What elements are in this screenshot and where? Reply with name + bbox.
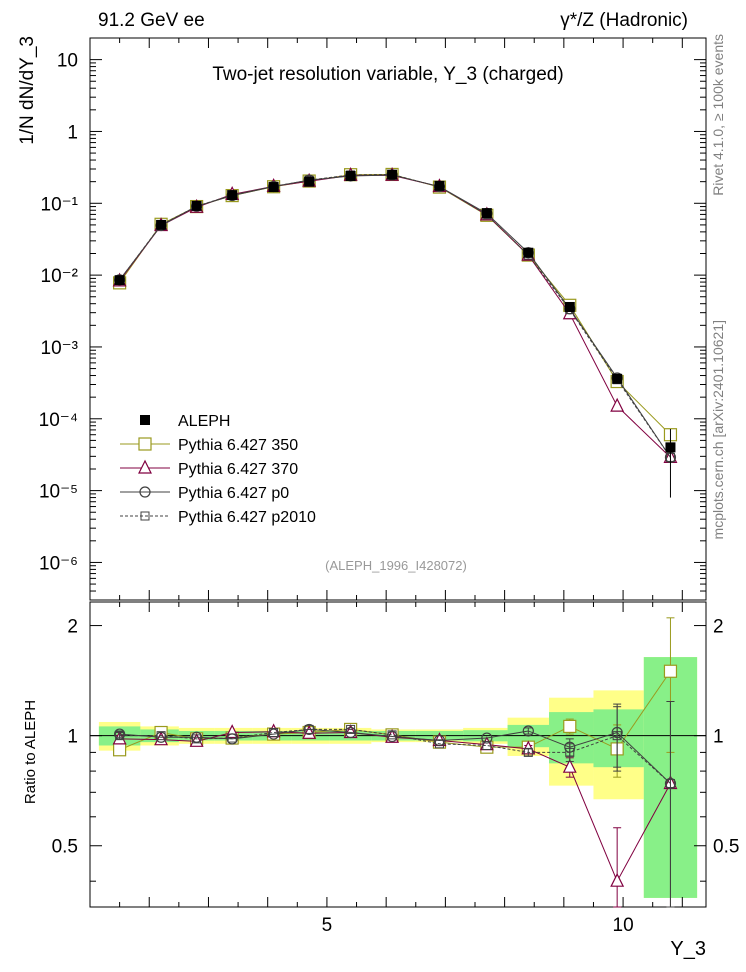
ratio-tick-label: 1	[67, 727, 78, 748]
ratio-point	[523, 747, 533, 757]
legend: ALEPH Pythia 6.427 350 Pythia 6.427 370 Pyt…	[120, 413, 316, 526]
ratio-point	[481, 732, 493, 744]
data-point	[523, 247, 534, 258]
main-y-ticks: 10 1 10⁻¹ 10⁻² 10⁻³ 10⁻⁴ 10⁻⁵ 10⁻⁶	[39, 37, 706, 601]
ratio-point	[563, 719, 577, 734]
legend-marker	[138, 459, 152, 474]
legend-marker	[140, 415, 150, 425]
legend-item-1: Pythia 6.427 350	[120, 437, 298, 454]
ratio-y-ticks: 0.5 0.5 1 1 2 2	[52, 617, 739, 882]
ratio-point	[665, 778, 675, 788]
ratio-tick-label: 2	[67, 617, 78, 638]
data-point	[114, 275, 125, 286]
data-point	[227, 190, 238, 201]
y-tick-label: 10⁻⁶	[39, 553, 78, 574]
ratio-point	[433, 734, 446, 747]
y-tick-label: 1	[67, 122, 78, 143]
data-point	[387, 169, 398, 180]
ratio-point	[304, 724, 314, 734]
rivet-version-label: Rivet 4.1.0, ≥ 100k events	[710, 34, 726, 196]
data-point	[191, 200, 202, 211]
ratio-tick-label: 1	[713, 727, 724, 748]
ratio-point	[387, 730, 397, 740]
ratio-point	[192, 734, 202, 744]
legend-label: Pythia 6.427 350	[178, 437, 298, 454]
y-tick-label: 10⁻³	[41, 338, 79, 359]
ratio-point	[346, 724, 356, 734]
ratio-point	[155, 731, 167, 743]
legend-item-2: Pythia 6.427 370	[120, 459, 298, 478]
ratio-tick-label: 0.5	[713, 837, 739, 858]
ratio-point	[113, 743, 127, 757]
ratio-point	[156, 731, 166, 741]
series-line	[119, 173, 671, 436]
ratio-y-axis-label: Ratio to ALEPH	[22, 700, 39, 804]
legend-item-4: Pythia 6.427 p2010	[120, 509, 316, 526]
x-axis-label: Y_3	[670, 938, 706, 960]
ratio-point	[227, 733, 237, 743]
x-ticks: 5 10	[89, 38, 683, 936]
y-tick-label: 10⁻²	[41, 266, 79, 287]
ratio-point	[612, 731, 622, 741]
ratio-point	[482, 740, 492, 750]
ratio-tick-label: 0.5	[52, 837, 78, 858]
y-axis-label: 1/N dN/dY_3	[17, 36, 38, 145]
plot-title: Two-jet resolution variable, Y_3 (charge…	[212, 64, 563, 85]
legend-marker	[140, 511, 150, 521]
data-point	[304, 176, 315, 187]
legend-item-3: Pythia 6.427 p0	[120, 485, 289, 502]
legend-marker	[139, 486, 151, 498]
ratio-point	[434, 739, 444, 749]
mcplots-source-label: mcplots.cern.ch [arXiv:2401.10621]	[710, 320, 726, 539]
process-label: γ*/Z (Hadronic)	[560, 10, 688, 31]
ratio-point	[345, 726, 357, 739]
data-point	[481, 208, 492, 219]
legend-label: ALEPH	[178, 413, 230, 430]
legend-label: Pythia 6.427 p0	[178, 485, 289, 502]
data-point	[564, 301, 575, 312]
analysis-id: (ALEPH_1996_I428072)	[325, 558, 467, 573]
series-point	[610, 397, 625, 412]
data-point	[434, 180, 445, 191]
x-tick-label: 10	[613, 915, 634, 936]
ratio-point	[191, 731, 203, 743]
ratio-point	[268, 728, 280, 740]
ratio-tick-label: 2	[713, 617, 724, 638]
ratio-series-4	[115, 700, 675, 908]
ratio-point	[522, 725, 534, 737]
x-tick-label: 5	[322, 915, 333, 936]
ratio-point	[115, 731, 125, 741]
legend-marker	[138, 437, 152, 451]
main-data-points	[114, 169, 676, 498]
y-tick-label: 10⁻¹	[41, 194, 79, 215]
ratio-band-green	[593, 709, 644, 768]
ratio-plot-frame	[89, 601, 707, 908]
y-tick-label: 10⁻⁴	[39, 410, 78, 431]
y-tick-label: 10⁻⁵	[39, 482, 78, 503]
data-point	[612, 373, 623, 384]
ratio-line	[119, 728, 671, 784]
ratio-line	[119, 728, 671, 784]
ratio-point	[565, 747, 575, 757]
data-point	[156, 219, 167, 230]
data-point	[345, 170, 356, 181]
ratio-point	[302, 724, 317, 739]
ratio-uncertainty-bands	[98, 657, 698, 898]
main-plot-frame	[89, 37, 707, 601]
series-line	[119, 173, 671, 458]
data-point	[665, 442, 676, 453]
ratio-point	[663, 664, 678, 678]
y-tick-label: 10	[57, 51, 78, 72]
data-point	[268, 182, 279, 193]
ratio-point	[610, 872, 625, 887]
legend-label: Pythia 6.427 p2010	[178, 509, 316, 526]
ratio-point	[562, 758, 577, 773]
legend-label: Pythia 6.427 370	[178, 461, 298, 478]
energy-label: 91.2 GeV ee	[98, 10, 205, 31]
ratio-point	[386, 730, 398, 743]
legend-item-data: ALEPH	[140, 413, 230, 430]
ratio-point	[269, 728, 279, 738]
